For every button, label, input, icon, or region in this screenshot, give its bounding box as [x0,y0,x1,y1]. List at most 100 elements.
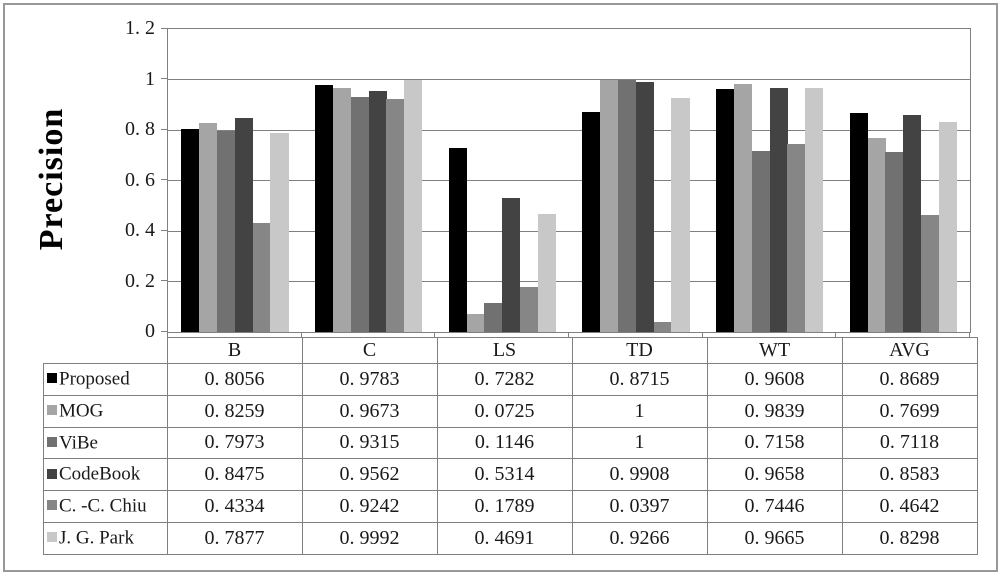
y-axis-tick-label: 1. 2 [125,17,155,39]
table-value-cell: 0. 7446 [706,490,843,523]
bar-proposed-wt [716,89,735,332]
y-axis-tick-mark [161,128,167,130]
table-value-cell: 0. 4642 [841,490,978,523]
gridline [168,281,970,282]
table-value-cell: 1 [571,394,708,428]
series-name-label: MOG [59,400,104,422]
x-axis-tick-mark [568,332,569,337]
series-name-label: CodeBook [59,464,141,486]
series-name-label: ViBe [59,432,98,454]
table-value-cell: 0. 9783 [301,363,438,396]
bar-proposed-td [582,111,601,332]
figure-border [3,3,998,572]
table-row-c-c-chiu: C. -C. Chiu 0. 4334 0. 9242 0. 1789 0. 0397 0… [43,490,978,523]
x-axis-tick-mark [969,332,970,337]
table-header-cell-c: C [301,337,438,364]
legend-label-cell: J. G. Park [43,521,168,555]
legend-key-swatch [47,405,57,416]
y-axis-tick-mark [161,78,167,79]
bar-codebook-avg [903,115,922,332]
table-value-cell: 0. 9608 [706,363,843,396]
y-axis-tick-mark [161,229,167,231]
bar-mog-td [600,79,619,332]
gridline [168,129,970,131]
table-value-cell: 0. 9242 [301,490,438,523]
y-axis-tick-mark [161,179,167,180]
bar-codebook-td [635,81,654,332]
y-axis-tick-mark [161,27,167,29]
bar-codebook-wt [769,88,788,332]
table-value-cell: 0. 9315 [301,426,438,460]
table-row-codebook: CodeBook 0. 8475 0. 9562 0. 5314 0. 9908 0. 9… [43,458,978,492]
bar-j-g-park-ls [537,213,556,332]
table-value-cell: 0. 7877 [166,521,303,555]
series-name-label: Proposed [59,368,130,390]
legend-key-swatch [47,468,57,479]
table-value-cell: 0. 9658 [706,458,843,492]
table-value-cell: 0. 8583 [841,458,978,492]
table-value-cell: 0. 1789 [436,490,573,523]
x-axis-tick-mark [167,332,168,337]
table-value-cell: 0. 8259 [166,394,303,428]
bar-c-c-chiu-avg [920,214,940,332]
table-value-cell: 0. 7158 [706,426,843,460]
table-value-cell: 0. 8475 [166,458,303,492]
table-value-cell: 0. 7699 [841,394,978,428]
legend-key-swatch [47,500,57,511]
bar-proposed-ls [448,148,467,332]
table-value-cell: 0. 8715 [571,363,708,396]
y-axis-tick-label: 0 [145,320,155,342]
bar-codebook-b [234,118,253,332]
bar-j-g-park-td [671,98,690,332]
bar-vibe-td [618,79,637,332]
gridline [168,230,970,232]
table-value-cell: 0. 9562 [301,458,438,492]
bar-c-c-chiu-ls [519,286,539,332]
table-value-cell: 0. 7282 [436,363,573,396]
bar-mog-ls [466,313,485,332]
table-value-cell: 0. 8056 [166,363,303,396]
legend-key-swatch [47,436,57,447]
y-axis-tick-label: 0. 4 [125,219,155,241]
table-value-cell: 0. 9839 [706,394,843,428]
table-value-cell: 0. 7973 [166,426,303,460]
table-value-cell: 1 [571,426,708,460]
bar-proposed-b [181,128,200,332]
bar-mog-wt [733,83,752,332]
table-value-cell: 0. 4334 [166,490,303,523]
bar-j-g-park-wt [805,87,824,332]
bar-vibe-avg [885,152,904,332]
bar-j-g-park-avg [938,122,957,332]
table-value-cell: 0. 8689 [841,363,978,396]
legend-label-cell: C. -C. Chiu [43,490,168,523]
gridline [168,180,970,181]
plot-area [167,28,971,333]
table-header-row: B C LS TD WT AVG [44,337,978,364]
bar-proposed-c [315,84,334,332]
legend-label-cell: Proposed [43,363,168,396]
legend-label-cell: ViBe [43,426,168,460]
legend-label-cell: MOG [43,394,168,428]
bar-c-c-chiu-td [653,321,672,332]
table-row-j-g-park: J. G. Park 0. 7877 0. 9992 0. 4691 0. 9266 0.… [43,521,978,555]
x-axis-tick-mark [702,332,703,337]
table-value-cell: 0. 9908 [571,458,708,492]
table-header-cell-b: B [166,337,303,364]
table-value-cell: 0. 8298 [841,521,978,555]
y-axis-tick-label: 0. 2 [125,269,155,292]
table-corner-cell [44,338,168,364]
bar-vibe-wt [751,151,770,332]
table-value-cell: 0. 7118 [841,426,978,460]
y-axis-tick-label: 1 [145,67,155,90]
bar-proposed-avg [849,112,868,332]
table-value-cell: 0. 5314 [436,458,573,492]
y-axis-tick-label: 0. 8 [125,118,155,140]
table-value-cell: 0. 9665 [706,521,843,555]
series-name-label: C. -C. Chiu [59,495,147,517]
table-value-cell: 0. 4691 [436,521,573,555]
bar-mog-c [332,87,351,332]
bar-j-g-park-c [404,79,423,332]
bar-c-c-chiu-b [252,222,271,332]
table-header-cell-avg: AVG [841,337,978,364]
